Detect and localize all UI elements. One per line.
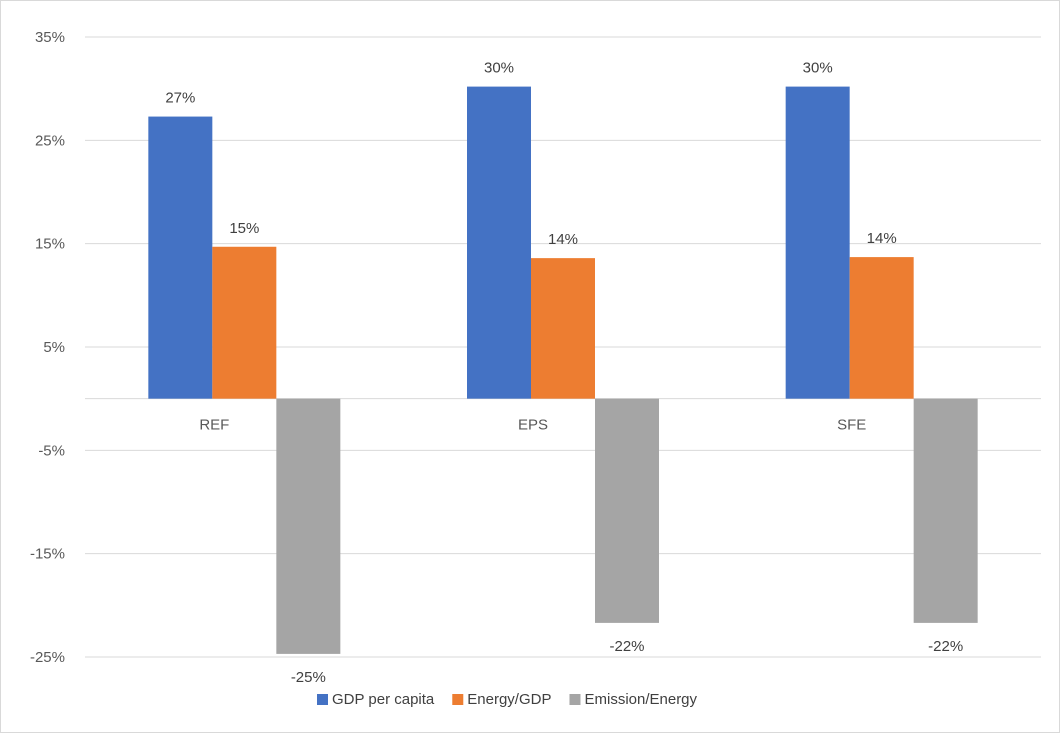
legend: GDP per capita Energy/GDP Emission/Energy	[317, 691, 698, 708]
data-label: -22%	[928, 638, 963, 655]
data-label: -22%	[609, 638, 644, 655]
x-category-label: SFE	[837, 417, 866, 434]
x-category-label: EPS	[518, 417, 548, 434]
bars	[148, 86, 978, 654]
bar-ref-0	[148, 116, 213, 399]
bar-sfe-0	[785, 86, 850, 399]
legend-label: GDP per capita	[332, 691, 435, 708]
data-label: -25%	[291, 669, 326, 686]
bar-sfe-2	[913, 398, 978, 623]
bar-eps-1	[531, 258, 595, 399]
y-tick-label: -25%	[30, 649, 65, 666]
y-tick-label: -15%	[30, 546, 65, 563]
bar-eps-0	[467, 86, 531, 399]
bar-ref-2	[276, 398, 341, 654]
y-tick-label: 15%	[35, 236, 65, 253]
bar-eps-2	[595, 398, 659, 623]
legend-label: Emission/Energy	[584, 691, 697, 708]
x-category-label: REF	[199, 417, 229, 434]
y-tick-label: 5%	[43, 339, 65, 356]
legend-label: Energy/GDP	[467, 691, 551, 708]
data-label: 30%	[484, 60, 514, 77]
data-label: 14%	[548, 231, 578, 248]
data-label: 14%	[867, 230, 897, 247]
legend-swatch	[452, 694, 464, 705]
bar-sfe-1	[849, 257, 914, 399]
x-axis-categories: REF EPS SFE	[199, 417, 866, 434]
y-tick-label: 25%	[35, 132, 65, 149]
legend-swatch	[569, 694, 581, 705]
legend-swatch	[317, 694, 328, 705]
y-axis: 35% 25% 15% 5% -5% -15% -25%	[30, 29, 65, 666]
data-label: 30%	[803, 60, 833, 77]
y-tick-label: 35%	[35, 29, 65, 46]
y-tick-label: -5%	[38, 442, 65, 459]
data-label: 15%	[229, 220, 259, 237]
data-label: 27%	[165, 90, 195, 107]
data-labels: 27% 15% -25% 30% 14% -22% 30% 14% -22%	[165, 60, 963, 686]
bar-ref-1	[212, 246, 277, 399]
